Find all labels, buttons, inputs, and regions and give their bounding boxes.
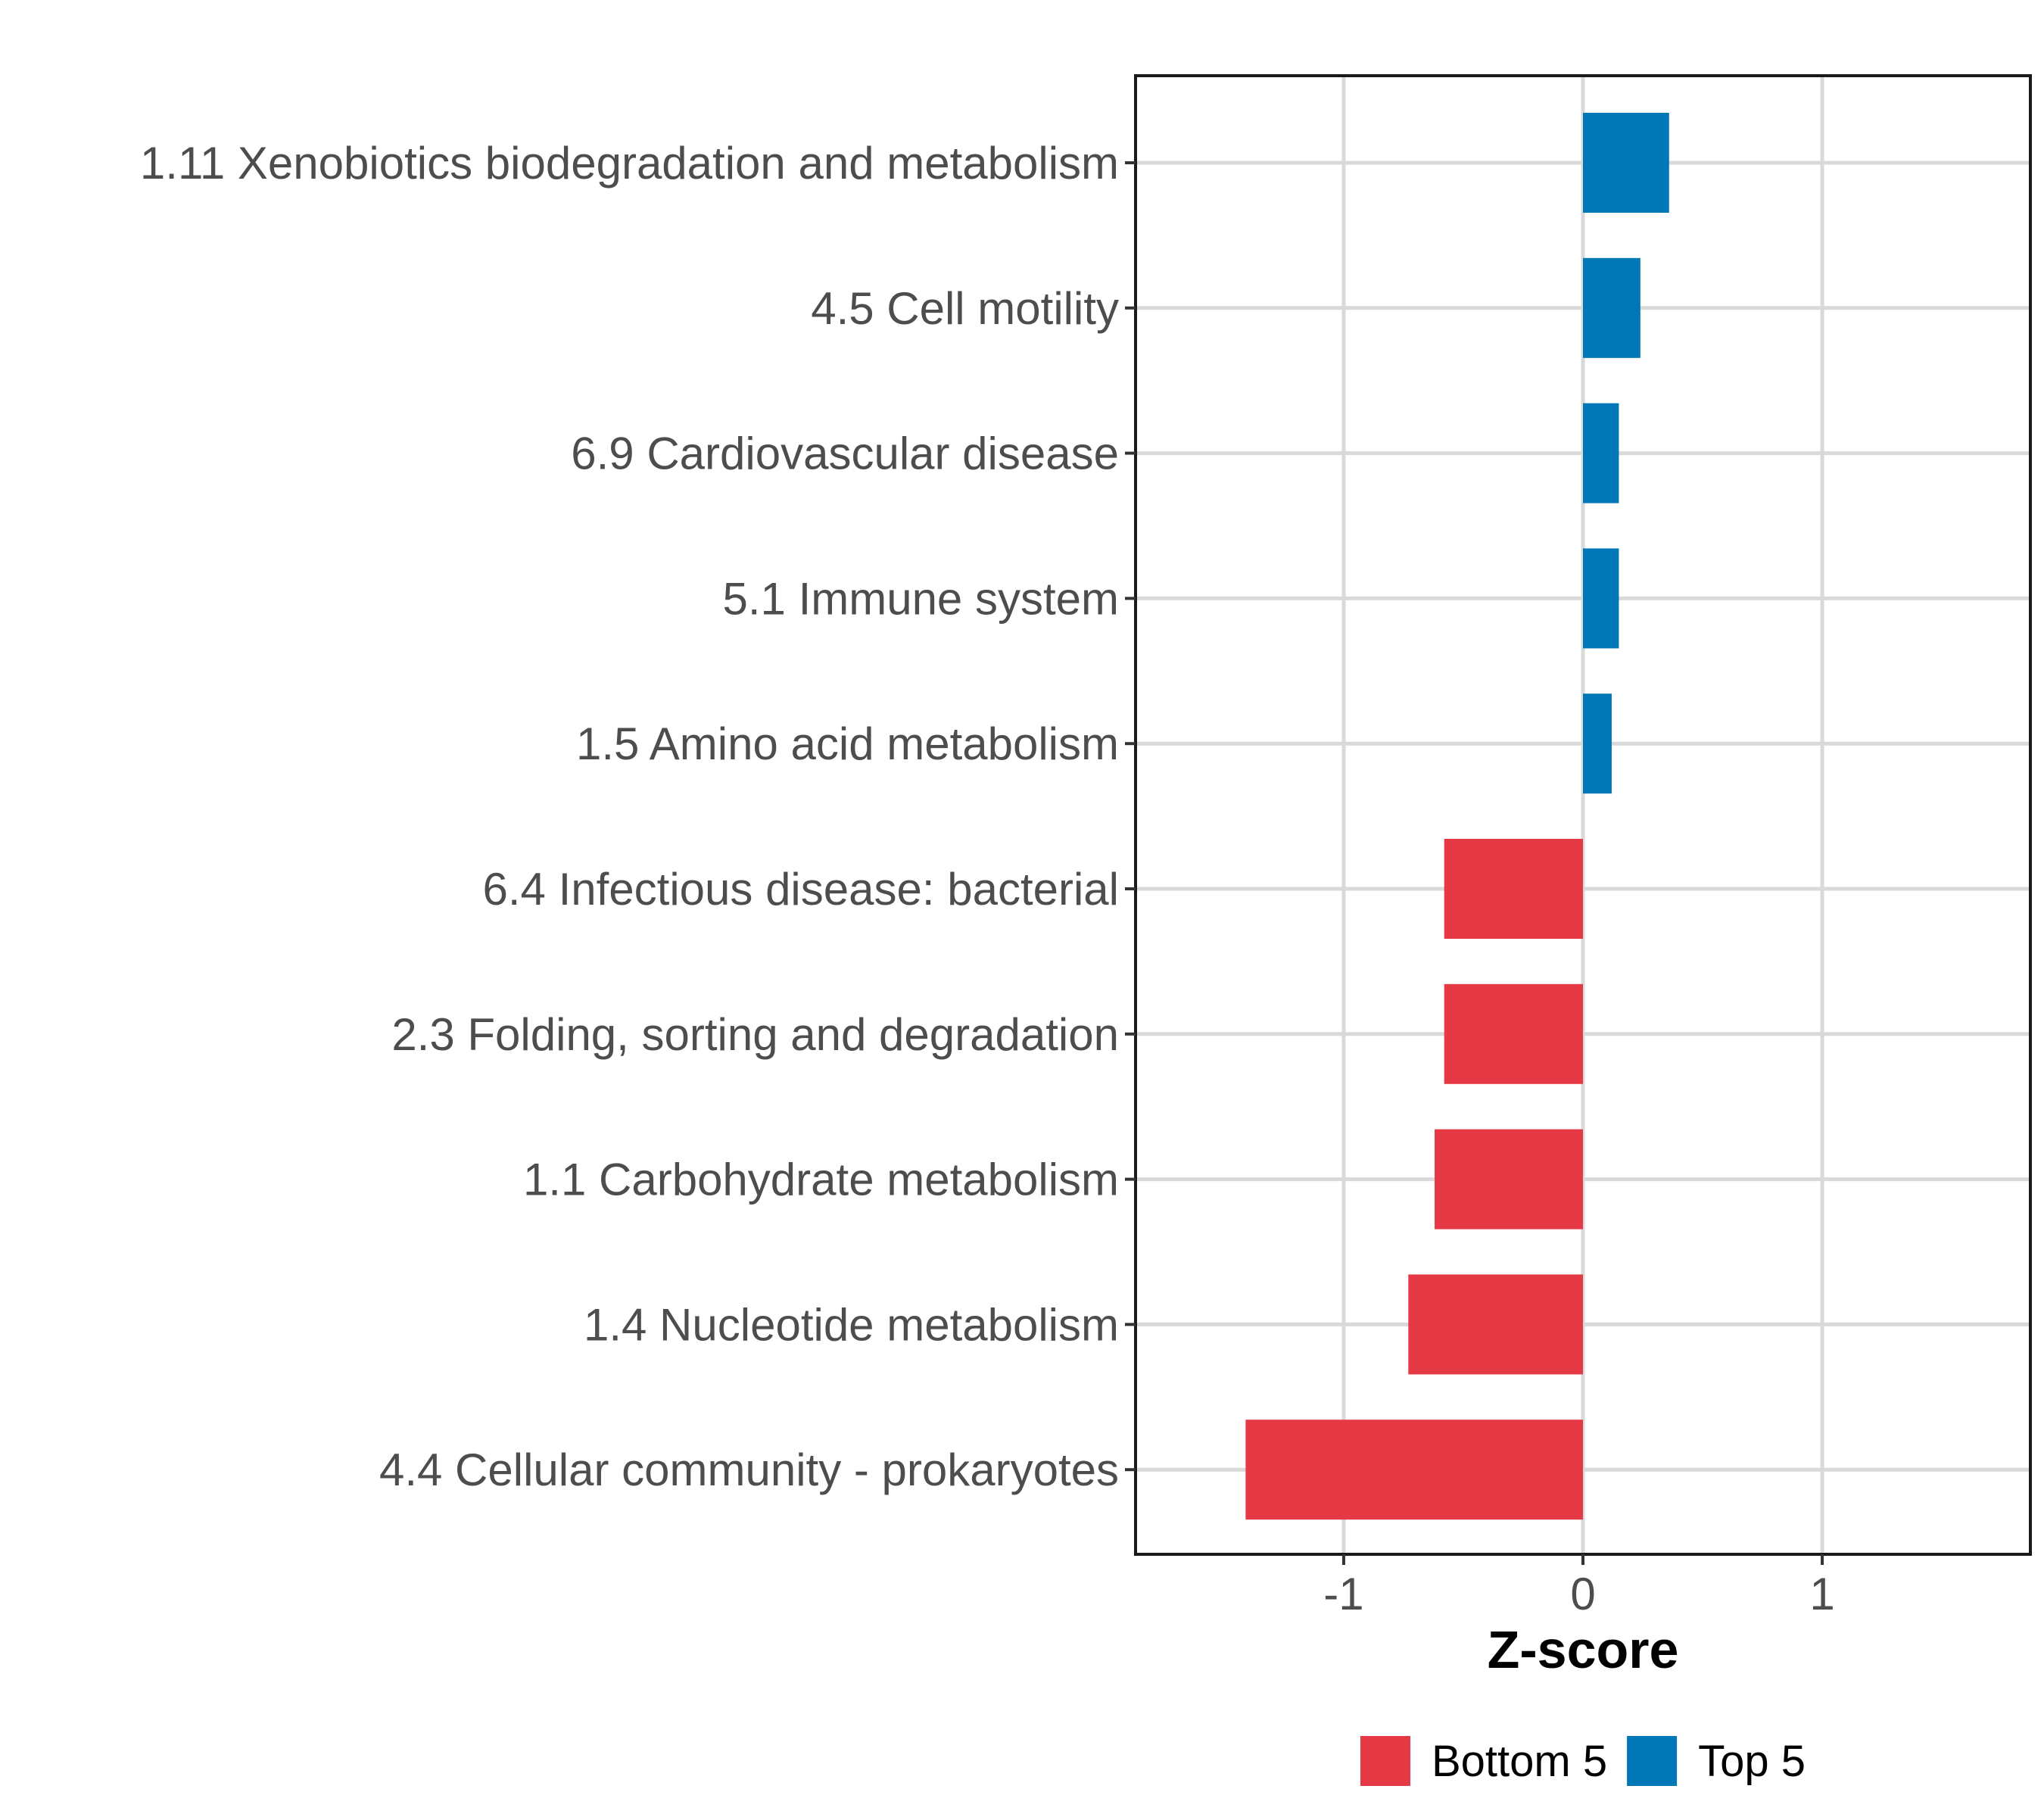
category-label-1: 4.5 Cell motility	[811, 283, 1119, 334]
bar-6	[1444, 983, 1583, 1084]
category-label-2: 6.9 Cardiovascular disease	[571, 429, 1119, 479]
category-label-3: 5.1 Immune system	[722, 573, 1119, 624]
bar-4	[1583, 693, 1612, 794]
legend-label-1: Top 5	[1698, 1737, 1806, 1786]
category-label-5: 6.4 Infectious disease: bacterial	[483, 864, 1120, 915]
x-axis-title: Z-score	[1488, 1620, 1679, 1679]
legend-label-0: Bottom 5	[1432, 1737, 1607, 1786]
x-tick-label-2: 1	[1809, 1569, 1834, 1619]
legend: Bottom 5 Top 5	[1360, 1736, 1806, 1786]
category-label-0: 1.11 Xenobiotics biodegradation and meta…	[140, 138, 1119, 189]
legend-key-1	[1627, 1736, 1678, 1786]
y-axis-ticks: 1.11 Xenobiotics biodegradation and meta…	[140, 138, 1136, 1495]
bar-1	[1583, 257, 1640, 358]
bar-0	[1583, 113, 1669, 213]
x-tick-label-0: -1	[1323, 1569, 1363, 1619]
bar-9	[1245, 1420, 1583, 1520]
category-label-6: 2.3 Folding, sorting and degradation	[391, 1009, 1119, 1060]
category-label-8: 1.4 Nucleotide metabolism	[584, 1299, 1119, 1350]
x-axis-ticks: -1 0 1	[1323, 1554, 1835, 1619]
bar-5	[1444, 839, 1583, 939]
category-label-9: 4.4 Cellular community - prokaryotes	[379, 1445, 1119, 1495]
category-label-4: 1.5 Amino acid metabolism	[576, 718, 1119, 769]
bar-3	[1583, 548, 1619, 649]
bar-8	[1408, 1274, 1583, 1375]
x-tick-label-1: 0	[1570, 1569, 1595, 1619]
bar-7	[1435, 1129, 1583, 1230]
category-label-7: 1.1 Carbohydrate metabolism	[523, 1155, 1119, 1205]
bar-2	[1583, 403, 1619, 503]
bars	[1245, 113, 1669, 1520]
legend-key-0	[1360, 1736, 1410, 1786]
